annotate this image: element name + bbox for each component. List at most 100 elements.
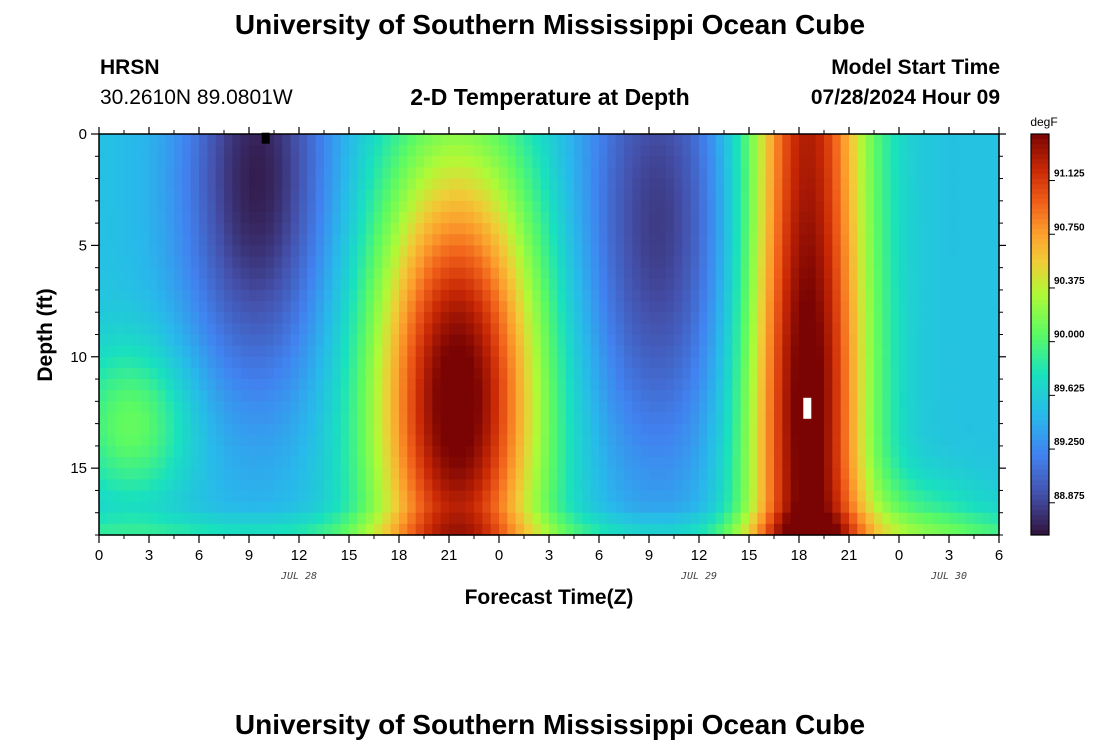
heatmap-cell bbox=[557, 134, 567, 146]
heatmap-cell bbox=[649, 312, 658, 324]
heatmap-cell bbox=[540, 501, 550, 514]
heatmap-cell bbox=[665, 223, 675, 235]
heatmap-cell bbox=[240, 345, 250, 358]
heatmap-cell bbox=[140, 523, 150, 536]
heatmap-cell bbox=[290, 167, 300, 180]
heatmap-cell bbox=[190, 345, 200, 358]
heatmap-cell bbox=[365, 178, 375, 191]
heatmap-cell bbox=[724, 289, 733, 302]
heatmap-cell bbox=[990, 345, 1000, 358]
heatmap-cell bbox=[682, 323, 692, 336]
heatmap-cell bbox=[415, 256, 425, 269]
heatmap-cell bbox=[124, 323, 133, 336]
heatmap-cell bbox=[307, 156, 317, 169]
heatmap-cell bbox=[115, 434, 125, 447]
heatmap-cell bbox=[607, 156, 617, 169]
heatmap-cell bbox=[690, 289, 700, 302]
heatmap-cell bbox=[832, 445, 842, 458]
heatmap-cell bbox=[449, 178, 458, 191]
heatmap-cell bbox=[849, 434, 858, 447]
heatmap-cell bbox=[732, 312, 742, 324]
heatmap-cell bbox=[632, 434, 642, 447]
heatmap-cell bbox=[865, 334, 875, 347]
heatmap-cell bbox=[899, 278, 908, 291]
heatmap-cell bbox=[332, 189, 342, 202]
heatmap-cell bbox=[965, 501, 975, 514]
heatmap-cell bbox=[240, 134, 250, 146]
heatmap-cell bbox=[507, 312, 517, 324]
heatmap-cell bbox=[257, 156, 267, 169]
heatmap-cell bbox=[532, 245, 542, 258]
heatmap-cell bbox=[257, 367, 267, 380]
heatmap-cell bbox=[574, 423, 583, 436]
heatmap-cell bbox=[265, 490, 275, 503]
heatmap-cell bbox=[824, 334, 833, 347]
heatmap-cell bbox=[274, 200, 283, 213]
heatmap-cell bbox=[282, 223, 292, 235]
heatmap-cell bbox=[115, 457, 125, 469]
heatmap-cell bbox=[574, 334, 583, 347]
heatmap-cell bbox=[415, 379, 425, 391]
heatmap-cell bbox=[607, 523, 617, 536]
heatmap-cell bbox=[199, 468, 208, 480]
heatmap-cell bbox=[365, 312, 375, 324]
heatmap-cell bbox=[140, 178, 150, 191]
heatmap-cell bbox=[640, 334, 650, 347]
heatmap-cell bbox=[315, 178, 325, 191]
heatmap-cell bbox=[740, 334, 750, 347]
heatmap-cell bbox=[265, 145, 275, 157]
heatmap-cell bbox=[674, 345, 683, 358]
heatmap-cell bbox=[340, 312, 350, 324]
heatmap-cell bbox=[682, 512, 692, 525]
colorbar-segment bbox=[1031, 384, 1049, 391]
heatmap-cell bbox=[890, 457, 900, 469]
heatmap-cell bbox=[332, 445, 342, 458]
heatmap-cell bbox=[474, 245, 483, 258]
heatmap-cell bbox=[340, 334, 350, 347]
heatmap-cell bbox=[707, 211, 717, 224]
heatmap-cell bbox=[207, 156, 217, 169]
heatmap-cell bbox=[99, 523, 108, 536]
heatmap-cell bbox=[682, 167, 692, 180]
heatmap-cell bbox=[249, 156, 258, 169]
heatmap-cell bbox=[499, 278, 508, 291]
heatmap-cell bbox=[457, 390, 467, 402]
heatmap-cell bbox=[824, 156, 833, 169]
heatmap-cell bbox=[165, 356, 175, 369]
heatmap-cell bbox=[415, 445, 425, 458]
heatmap-cell bbox=[849, 256, 858, 269]
heatmap-cell bbox=[665, 312, 675, 324]
heatmap-cell bbox=[124, 234, 133, 246]
heatmap-cell bbox=[774, 323, 783, 336]
heatmap-cell bbox=[124, 479, 133, 492]
heatmap-cell bbox=[907, 234, 917, 246]
heatmap-cell bbox=[465, 490, 475, 503]
heatmap-cell bbox=[440, 211, 450, 224]
heatmap-cell bbox=[524, 278, 533, 291]
heatmap-cell bbox=[874, 278, 883, 291]
heatmap-cell bbox=[157, 379, 167, 391]
heatmap-cell bbox=[874, 211, 883, 224]
heatmap-cell bbox=[599, 223, 608, 235]
heatmap-cell bbox=[149, 200, 158, 213]
heatmap-cell bbox=[349, 390, 358, 402]
heatmap-cell bbox=[115, 445, 125, 458]
heatmap-cell bbox=[407, 178, 417, 191]
heatmap-cell bbox=[407, 445, 417, 458]
heatmap-cell bbox=[499, 356, 508, 369]
heatmap-cell bbox=[357, 457, 367, 469]
heatmap-cell bbox=[140, 134, 150, 146]
heatmap-cell bbox=[215, 523, 225, 536]
heatmap-cell bbox=[174, 490, 183, 503]
heatmap-cell bbox=[590, 401, 600, 414]
heatmap-cell bbox=[557, 234, 567, 246]
colorbar-segment bbox=[1031, 489, 1049, 496]
heatmap-cell bbox=[415, 156, 425, 169]
heatmap-cell bbox=[199, 134, 208, 146]
heatmap-cell bbox=[840, 156, 850, 169]
heatmap-cell bbox=[815, 278, 825, 291]
heatmap-cell bbox=[782, 189, 792, 202]
heatmap-cell bbox=[324, 156, 333, 169]
heatmap-cell bbox=[540, 156, 550, 169]
heatmap-cell bbox=[457, 223, 467, 235]
